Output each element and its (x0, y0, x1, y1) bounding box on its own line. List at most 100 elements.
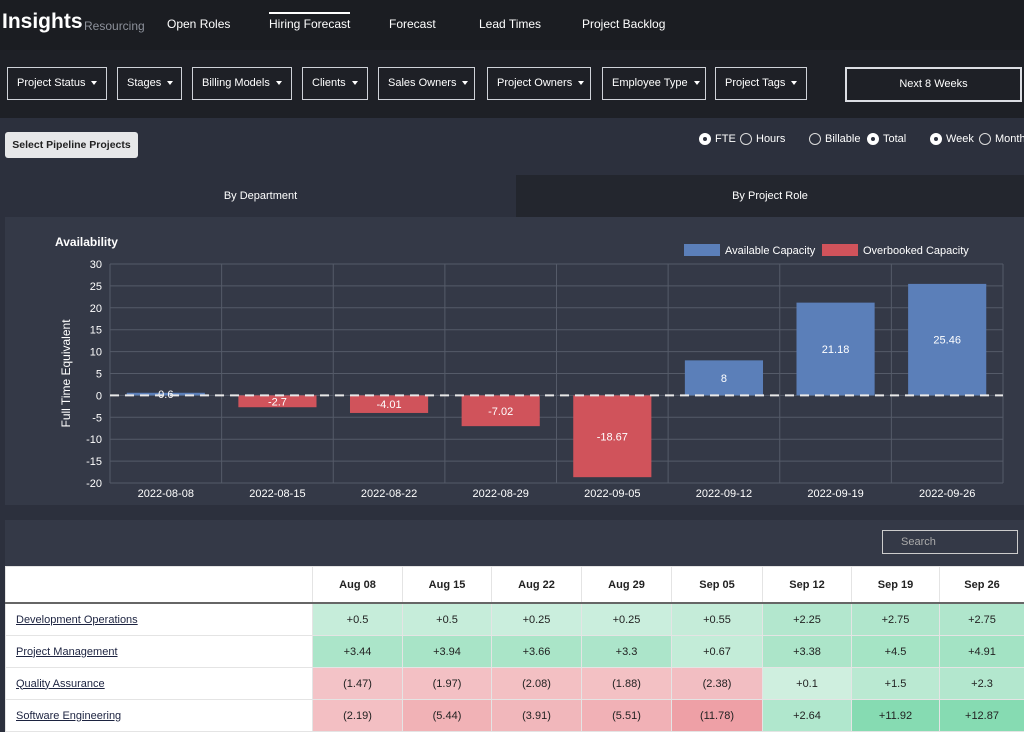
y-tick-label: 20 (90, 303, 102, 315)
filter-dropdown[interactable]: Sales Owners (378, 67, 475, 100)
filter-dropdown[interactable]: Project Tags (715, 67, 807, 100)
department-link[interactable]: Quality Assurance (6, 668, 313, 700)
tab[interactable]: By Project Role (516, 175, 1024, 217)
x-tick-label: 2022-09-26 (919, 488, 975, 500)
y-tick-label: 25 (90, 281, 102, 293)
date-range-label: Next 8 Weeks (899, 78, 967, 90)
radio-option[interactable]: Total (867, 133, 906, 145)
header-cell (6, 567, 313, 604)
search-box[interactable]: Search (882, 530, 1018, 554)
table-cell: +11.92 (852, 700, 940, 732)
radio-label: Billable (825, 133, 860, 145)
radio-button (699, 133, 711, 145)
search-placeholder: Search (901, 536, 936, 548)
radio-option[interactable]: Hours (740, 133, 785, 145)
header-cell[interactable]: Aug 22 (492, 567, 582, 604)
filter-dropdown[interactable]: Project Owners (487, 67, 591, 100)
data-label: 25.46 (933, 335, 961, 347)
table-cell: +3.38 (763, 636, 852, 668)
table-row: Development Operations+0.5+0.5+0.25+0.25… (6, 603, 1024, 636)
table-row: Project Management+3.44+3.94+3.66+3.3+0.… (6, 636, 1024, 668)
pipeline-button[interactable]: Select Pipeline Projects (5, 132, 138, 158)
radio-option[interactable]: Week (930, 133, 974, 145)
app-subtitle: Resourcing (84, 19, 145, 33)
filter-dropdown[interactable]: Stages (117, 67, 182, 100)
department-link[interactable]: Project Management (6, 636, 313, 668)
table-cell: +2.75 (940, 603, 1024, 636)
nav-tab[interactable]: Lead Times (479, 17, 541, 31)
table-cell: +2.64 (763, 700, 852, 732)
radio-label: Total (883, 133, 906, 145)
y-tick-label: 10 (90, 347, 102, 359)
radio-label: FTE (715, 133, 736, 145)
table-cell: +3.66 (492, 636, 582, 668)
radio-option[interactable]: FTE (699, 133, 736, 145)
radio-button (979, 133, 991, 145)
table-cell: (2.19) (313, 700, 403, 732)
nav-tab[interactable]: Project Backlog (582, 17, 665, 31)
date-range-select[interactable]: Next 8 Weeks (845, 67, 1022, 102)
data-label: -18.67 (597, 431, 628, 443)
table-row: Software Engineering(2.19)(5.44)(3.91)(5… (6, 700, 1024, 732)
table-cell: (5.51) (582, 700, 672, 732)
nav-tab[interactable]: Open Roles (167, 17, 230, 31)
radio-option[interactable]: Billable (809, 133, 860, 145)
table-cell: +12.87 (940, 700, 1024, 732)
x-tick-label: 2022-09-05 (584, 488, 640, 500)
nav-tab[interactable]: Forecast (389, 17, 436, 31)
table-row: Quality Assurance(1.47)(1.97)(2.08)(1.88… (6, 668, 1024, 700)
header-cell[interactable]: Sep 26 (940, 567, 1024, 604)
table-cell: +3.44 (313, 636, 403, 668)
app-title: Insights (2, 10, 83, 34)
filter-dropdown[interactable]: Employee Type (602, 67, 706, 100)
table-cell: +0.67 (672, 636, 763, 668)
table-cell: +2.75 (852, 603, 940, 636)
x-tick-label: 2022-08-29 (473, 488, 529, 500)
tab[interactable]: By Department (5, 175, 516, 217)
filter-dropdown[interactable]: Billing Models (192, 67, 292, 100)
table-cell: (5.44) (403, 700, 492, 732)
table-cell: +4.5 (852, 636, 940, 668)
table-cell: +0.25 (492, 603, 582, 636)
table-cell: (3.91) (492, 700, 582, 732)
y-tick-label: -15 (86, 456, 102, 468)
table-cell: (1.88) (582, 668, 672, 700)
table-cell: +3.3 (582, 636, 672, 668)
legend-label: Available Capacity (725, 245, 816, 257)
filter-dropdown[interactable]: Clients (302, 67, 368, 100)
header-cell[interactable]: Aug 08 (313, 567, 403, 604)
table-cell: +0.25 (582, 603, 672, 636)
y-tick-label: 15 (90, 325, 102, 337)
header-cell[interactable]: Sep 19 (852, 567, 940, 604)
x-tick-label: 2022-08-08 (138, 488, 194, 500)
filter-dropdown[interactable]: Project Status (7, 67, 107, 100)
x-tick-label: 2022-09-12 (696, 488, 752, 500)
table-cell: +0.5 (313, 603, 403, 636)
nav-tab[interactable]: Hiring Forecast (269, 12, 350, 31)
y-axis-label: Full Time Equivalent (59, 319, 73, 428)
table-cell: +2.3 (940, 668, 1024, 700)
department-link[interactable]: Development Operations (6, 603, 313, 636)
header-cell[interactable]: Sep 12 (763, 567, 852, 604)
header-cell[interactable]: Aug 29 (582, 567, 672, 604)
department-link[interactable]: Software Engineering (6, 700, 313, 732)
header-cell[interactable]: Aug 15 (403, 567, 492, 604)
header-cell[interactable]: Sep 05 (672, 567, 763, 604)
radio-option[interactable]: Month (979, 133, 1024, 145)
x-tick-label: 2022-08-15 (249, 488, 305, 500)
table-cell: +0.55 (672, 603, 763, 636)
y-tick-label: -5 (92, 412, 102, 424)
table-cell: +2.25 (763, 603, 852, 636)
radio-label: Month (995, 133, 1024, 145)
y-tick-label: 5 (96, 369, 102, 381)
table-cell: (1.47) (313, 668, 403, 700)
table-cell: +1.5 (852, 668, 940, 700)
table-cell: (2.08) (492, 668, 582, 700)
radio-label: Week (946, 133, 974, 145)
chart-title: Availability (55, 235, 118, 249)
table-cell: +3.94 (403, 636, 492, 668)
